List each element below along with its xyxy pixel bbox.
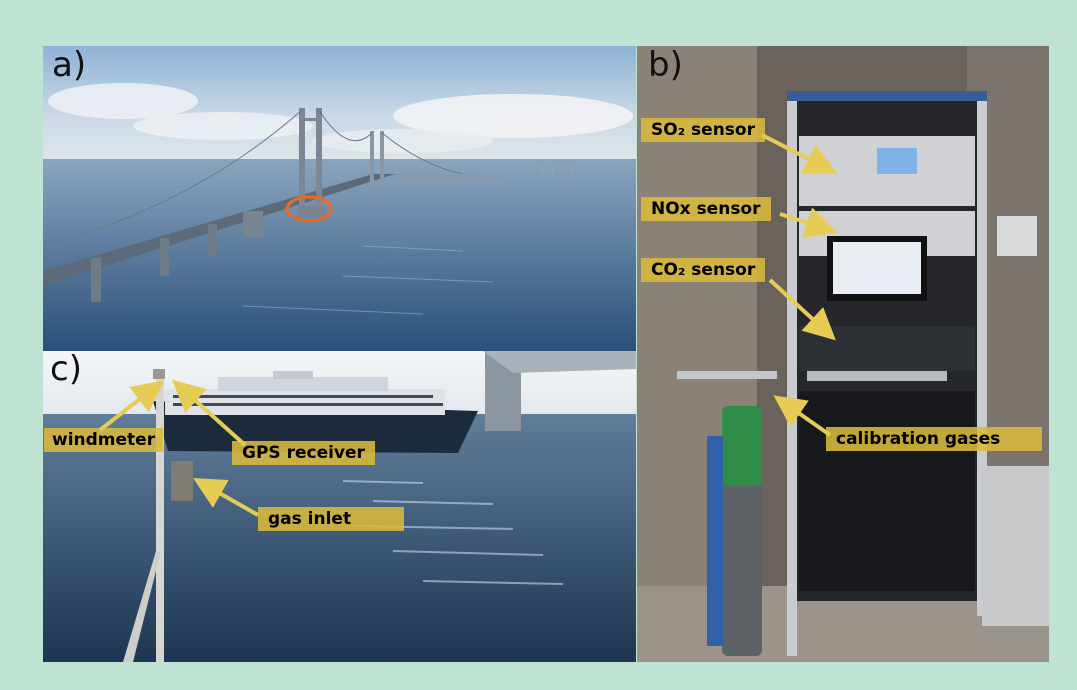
- bridge-photo-drawing: [43, 46, 636, 351]
- panel-letter-b: b): [648, 45, 683, 85]
- panel-letter-c: c): [50, 349, 82, 389]
- nox-sensor-label: NOx sensor: [641, 197, 771, 221]
- bridge-photo: [43, 46, 636, 351]
- so2-sensor-label: SO₂ sensor: [641, 118, 765, 142]
- windmeter-label: windmeter: [44, 428, 164, 452]
- gas-inlet-label: gas inlet: [258, 507, 404, 531]
- panel-letter-a: a): [52, 45, 87, 85]
- co2-sensor-label: CO₂ sensor: [641, 258, 766, 282]
- gps-receiver-label: GPS receiver: [232, 441, 375, 465]
- highlight-circle: [285, 195, 333, 223]
- calibration-gases-label: calibration gases: [826, 427, 1042, 451]
